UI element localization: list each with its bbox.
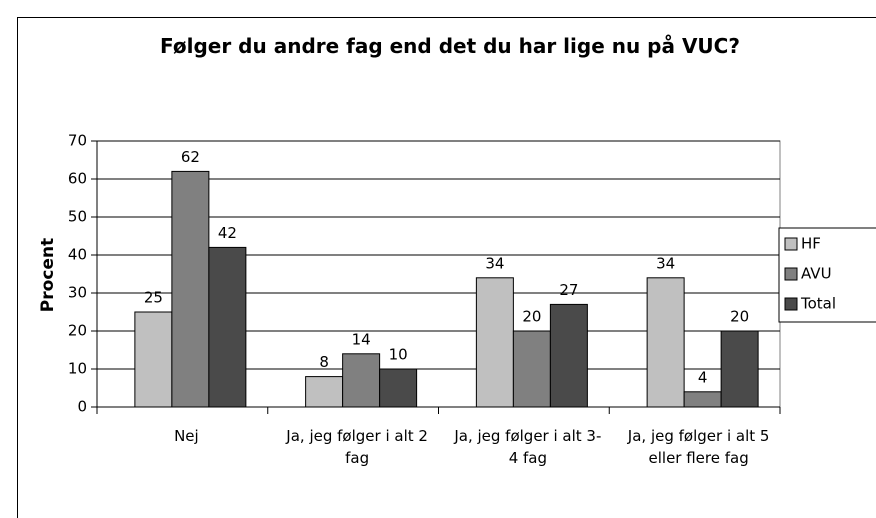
x-tick-label: Ja, jeg følger i alt 2 fag bbox=[286, 427, 428, 467]
y-tick-label: 30 bbox=[68, 284, 87, 302]
bar bbox=[379, 368, 418, 408]
y-tick-label: 70 bbox=[68, 132, 87, 150]
legend-label: AVU bbox=[801, 265, 832, 283]
data-label: 14 bbox=[352, 330, 371, 348]
data-label: 10 bbox=[389, 346, 408, 364]
x-tick-label: Nej bbox=[174, 427, 199, 445]
data-label: 8 bbox=[319, 353, 329, 371]
x-tick-label: Ja, jeg følger i alt 5 eller flere fag bbox=[627, 427, 770, 467]
bar bbox=[549, 303, 588, 408]
bar bbox=[208, 246, 247, 408]
legend-swatch bbox=[784, 297, 798, 311]
bar bbox=[171, 170, 210, 408]
legend-swatch bbox=[784, 267, 798, 281]
data-label: 62 bbox=[181, 148, 200, 166]
legend-label: Total bbox=[800, 295, 836, 313]
data-label: 4 bbox=[698, 368, 708, 386]
data-label: 20 bbox=[730, 308, 749, 326]
bar bbox=[134, 311, 173, 408]
bar bbox=[512, 330, 551, 408]
chart-title: Følger du andre fag end det du har lige … bbox=[160, 34, 740, 58]
y-tick-label: 20 bbox=[68, 322, 87, 340]
bar bbox=[720, 330, 759, 408]
bar bbox=[475, 277, 514, 408]
data-label: 34 bbox=[656, 254, 675, 272]
x-tick-label: Ja, jeg følger i alt 3-4 fag bbox=[454, 427, 602, 467]
y-tick-label: 10 bbox=[68, 360, 87, 378]
bar bbox=[683, 391, 722, 408]
y-tick-label: 40 bbox=[68, 246, 87, 264]
data-label: 42 bbox=[218, 224, 237, 242]
bar bbox=[305, 376, 344, 408]
y-tick-label: 60 bbox=[68, 170, 87, 188]
bar bbox=[646, 277, 685, 408]
legend-label: HF bbox=[801, 235, 821, 253]
bar bbox=[342, 353, 381, 408]
y-tick-label: 0 bbox=[77, 398, 87, 416]
y-axis-label: Procent bbox=[38, 238, 58, 312]
chart-frame bbox=[17, 17, 876, 518]
y-tick-label: 50 bbox=[68, 208, 87, 226]
data-label: 20 bbox=[522, 308, 541, 326]
legend-swatch bbox=[784, 237, 798, 251]
data-label: 27 bbox=[559, 281, 578, 299]
data-label: 25 bbox=[144, 289, 163, 307]
data-label: 34 bbox=[485, 254, 504, 272]
